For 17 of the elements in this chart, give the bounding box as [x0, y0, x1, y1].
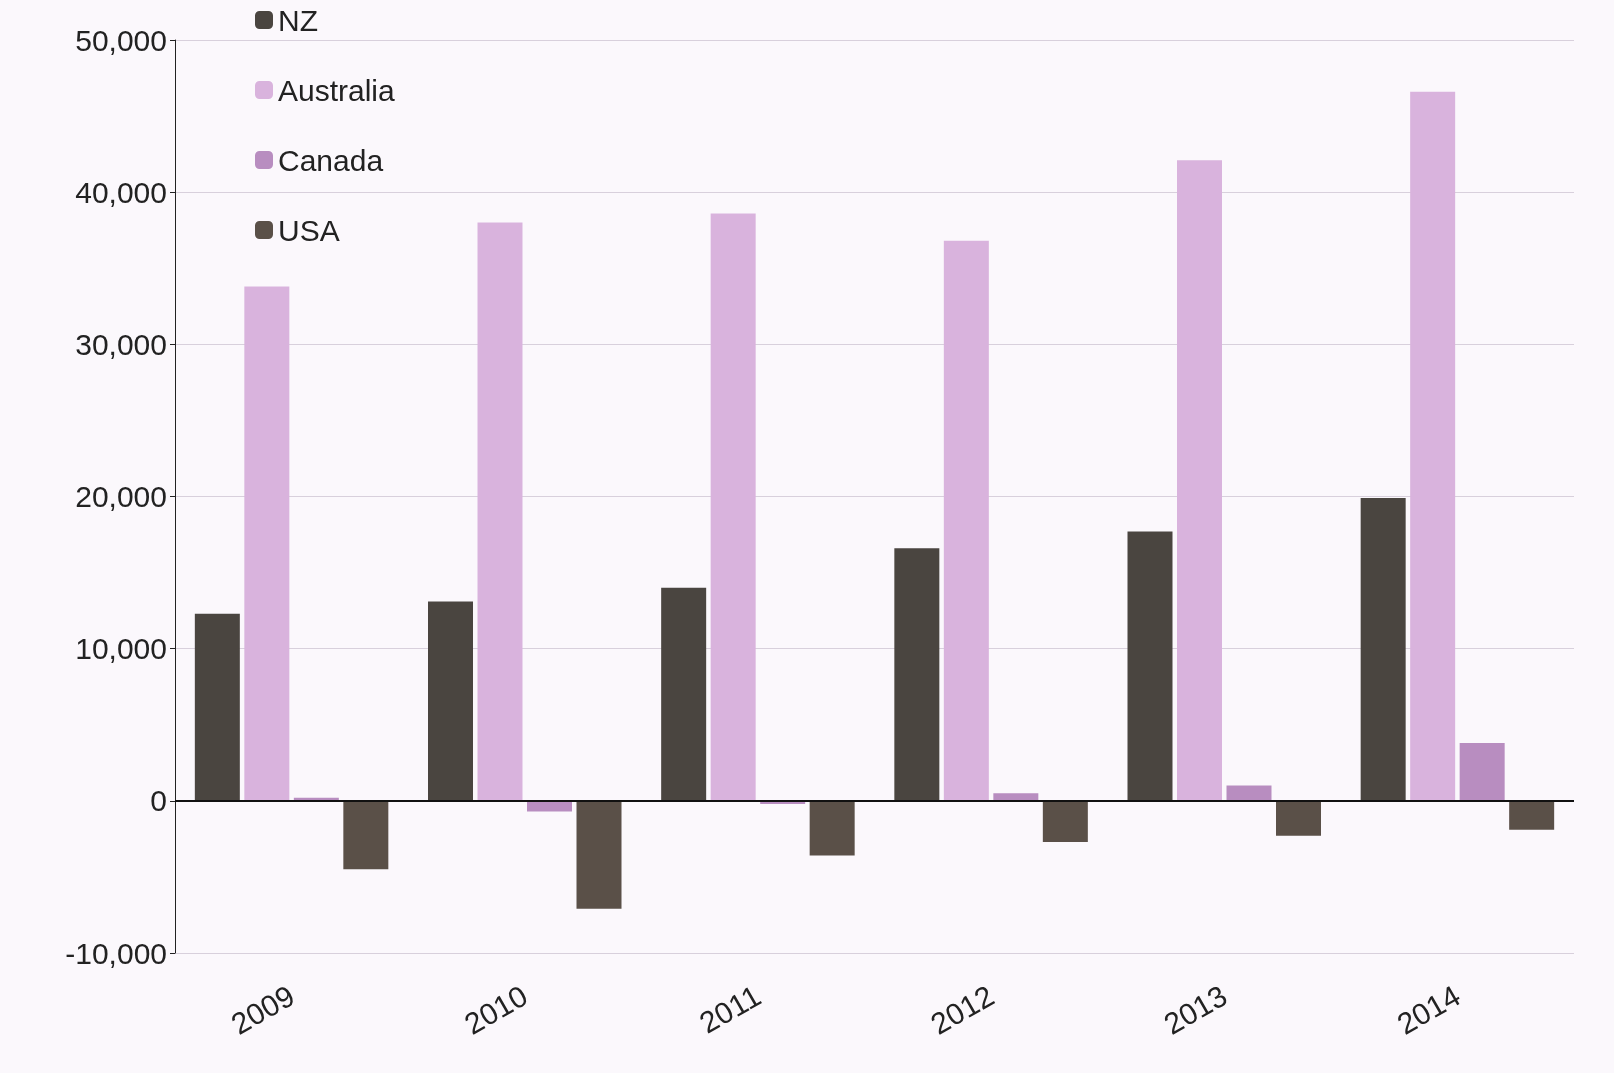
x-tick-label: 2009 — [225, 978, 300, 1041]
y-tick-label: 40,000 — [75, 175, 167, 209]
legend-label: Australia — [278, 73, 396, 107]
x-tick-label: 2013 — [1158, 978, 1233, 1041]
legend-label: NZ — [278, 3, 318, 37]
legend-label: Canada — [278, 143, 384, 177]
x-tick-label: 2014 — [1391, 978, 1466, 1041]
x-tick-label: 2012 — [925, 978, 1000, 1041]
y-tick-label: 0 — [150, 784, 167, 818]
y-tick-label: 20,000 — [75, 480, 167, 513]
y-tick-label: 30,000 — [75, 327, 167, 361]
y-tick-label: 50,000 — [75, 23, 167, 57]
y-tick-label: 10,000 — [75, 632, 167, 666]
legend-label: USA — [278, 213, 340, 247]
y-tick-label: -10,000 — [65, 936, 167, 970]
x-tick-label: 2011 — [693, 978, 767, 1040]
x-tick-label: 2010 — [458, 978, 533, 1041]
